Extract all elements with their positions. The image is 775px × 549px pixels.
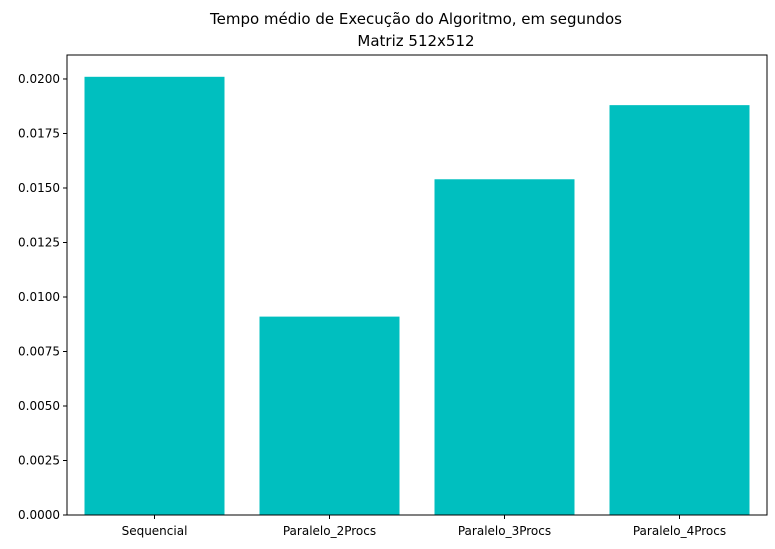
y-tick-label: 0.0175 [18,126,60,140]
bar-paralelo-4procs [609,105,750,515]
y-tick-label: 0.0000 [18,508,60,522]
x-tick-label: Paralelo_2Procs [283,524,376,538]
y-axis: 0.0000 0.0025 0.0050 0.0075 0.0100 0.0125 0.01… [18,72,67,522]
x-axis: Sequencial Paralelo_2Procs Paralelo_3Procs… [122,515,726,538]
y-tick-label: 0.0125 [18,235,60,249]
chart-title: Tempo médio de Execução do Algoritmo, em… [209,10,622,28]
y-tick-label: 0.0150 [18,181,60,195]
bar-paralelo-2procs [259,316,400,515]
bars-group [84,76,750,516]
y-tick-label: 0.0200 [18,72,60,86]
chart-subtitle: Matriz 512x512 [357,32,474,50]
y-tick-label: 0.0025 [18,453,60,467]
y-tick-label: 0.0050 [18,399,60,413]
x-tick-label: Paralelo_4Procs [633,524,726,538]
x-tick-label: Paralelo_3Procs [458,524,551,538]
plot-frame [66,54,768,516]
y-tick-label: 0.0100 [18,290,60,304]
bar-sequencial [84,76,225,515]
y-tick-label: 0.0075 [18,344,60,358]
bar-paralelo-3procs [434,179,575,516]
x-tick-label: Sequencial [122,524,188,538]
